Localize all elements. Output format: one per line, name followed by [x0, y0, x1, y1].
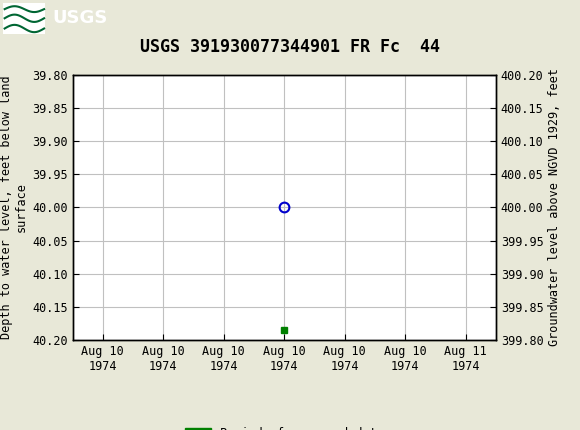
Y-axis label: Depth to water level, feet below land
surface: Depth to water level, feet below land su… [0, 76, 28, 339]
Legend: Period of approved data: Period of approved data [180, 422, 389, 430]
Y-axis label: Groundwater level above NGVD 1929, feet: Groundwater level above NGVD 1929, feet [548, 68, 561, 347]
Bar [3, 3, 45, 34]
Text: USGS: USGS [52, 9, 107, 27]
Text: USGS 391930077344901 FR Fc  44: USGS 391930077344901 FR Fc 44 [140, 38, 440, 56]
